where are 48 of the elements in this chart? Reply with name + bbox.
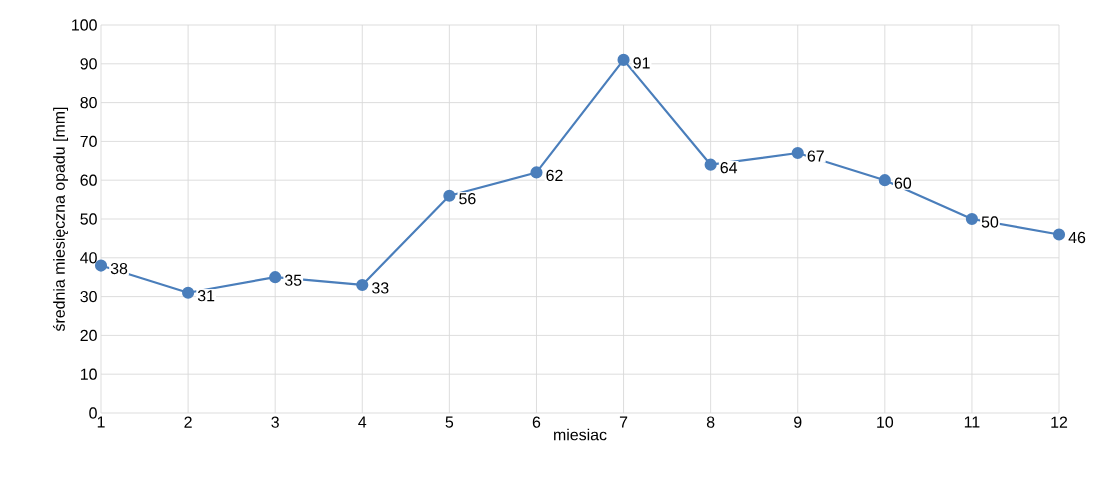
y-tick-label: 70 — [80, 135, 97, 148]
x-tick-label: 4 — [358, 416, 367, 428]
point — [356, 278, 369, 292]
data-label: 38 — [110, 262, 128, 275]
y-axis-title: średnia miesięczna opadu [mm] — [52, 107, 69, 332]
x-tick-label: 1 — [97, 416, 105, 428]
point — [878, 174, 891, 187]
data-label: 91 — [633, 57, 650, 69]
x-tick-label: 8 — [706, 416, 715, 428]
data-label: 64 — [720, 162, 738, 174]
data-label: 56 — [459, 193, 476, 205]
data-label: 35 — [284, 274, 302, 286]
point — [704, 158, 717, 171]
x-tick-label: 11 — [964, 416, 980, 428]
data-label: 62 — [546, 169, 563, 182]
point — [617, 53, 630, 66]
y-tick-label: 0 — [89, 407, 97, 419]
x-tick-label: 12 — [1051, 416, 1068, 428]
y-tick-label: 30 — [80, 290, 97, 303]
point — [791, 146, 804, 160]
point — [530, 166, 543, 179]
point — [443, 189, 456, 202]
x-tick-label: 9 — [794, 416, 802, 428]
x-tick-label: 5 — [445, 416, 454, 428]
x-tick-label: 3 — [271, 416, 279, 428]
point — [269, 271, 282, 284]
x-axis-title: miesiac — [554, 428, 607, 441]
y-tick-label: 80 — [80, 96, 97, 109]
point — [1052, 228, 1066, 241]
y-tick-label: 60 — [80, 174, 97, 186]
data-label: 67 — [807, 150, 824, 162]
point — [182, 286, 195, 299]
y-tick-label: 90 — [80, 58, 97, 70]
x-tick-label: 6 — [532, 416, 541, 428]
data-label: 33 — [372, 282, 389, 294]
x-tick-label: 10 — [877, 416, 894, 428]
data-label: 31 — [197, 290, 215, 302]
x-tick-label: 7 — [619, 416, 628, 428]
y-tick-label: 10 — [80, 368, 97, 380]
y-tick-label: 50 — [80, 213, 97, 225]
x-tick-label: 2 — [184, 416, 192, 428]
y-tick-label: 100 — [72, 19, 97, 31]
y-tick-label: 20 — [80, 329, 97, 342]
data-label: 50 — [981, 216, 999, 228]
point — [965, 212, 978, 226]
y-tick-label: 40 — [80, 252, 97, 264]
data-label: 60 — [894, 177, 912, 189]
data-label: 46 — [1068, 231, 1086, 244]
